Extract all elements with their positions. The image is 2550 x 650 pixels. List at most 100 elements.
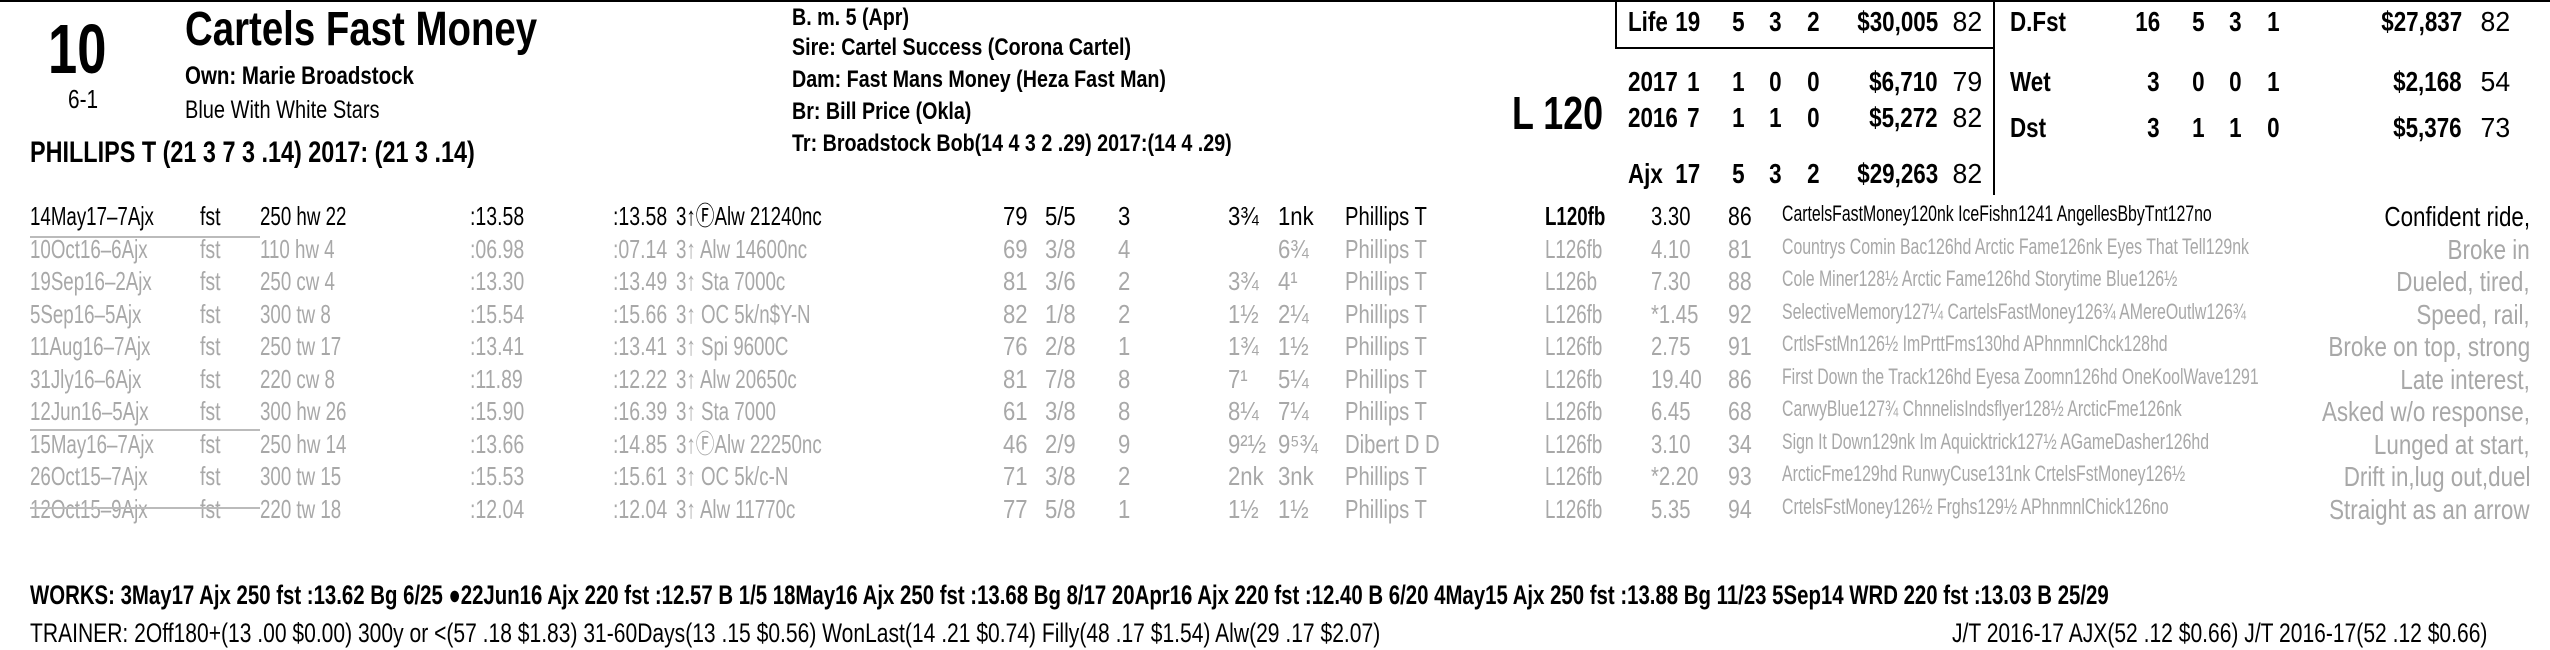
morning-line-odds: 6-1: [68, 84, 99, 114]
race-date: 12Jun16–5Ajx: [30, 396, 149, 426]
weight-equipment: L126fb: [1545, 493, 1603, 524]
stat-wins: 1: [1732, 66, 1745, 97]
weight-equipment: L126fb: [1545, 428, 1603, 459]
stat-starts: 19: [1675, 6, 1700, 37]
race-class: 3↑ⒻAlw 21240nc: [676, 201, 822, 231]
stat-starts: 1: [1687, 66, 1700, 97]
stat-wins: 5: [1732, 6, 1745, 37]
track-condition: fst: [200, 363, 221, 394]
race-date: 15May16–7Ajx: [30, 428, 154, 459]
jockey-name: Phillips T: [1345, 331, 1427, 361]
finish-position: 6¾: [1278, 233, 1309, 264]
stat-earnings: $5,376: [2393, 112, 2462, 143]
comment: Drift in,lug out,duel: [2343, 461, 2530, 492]
call-position: 3¾: [1228, 201, 1259, 231]
track-condition: fst: [200, 201, 221, 231]
speed-rating: 68: [1728, 396, 1752, 426]
breeder: Br: Bill Price (Okla): [792, 98, 972, 125]
distance-wind: 300 tw 15: [260, 461, 342, 491]
stat-label: Wet: [2010, 66, 2051, 97]
fraction-1: :12.04: [470, 493, 525, 524]
fraction-2: :13.41: [613, 331, 668, 361]
post-position: 2/9: [1045, 428, 1076, 459]
start-position: 1: [1118, 331, 1131, 361]
race-class: 3↑ Sta 7000c: [676, 266, 786, 296]
comment: Broke in: [2447, 233, 2530, 265]
company-line: Sign It Down129nk Im Aquicktrick127½ AGa…: [1782, 428, 2210, 454]
stat-starts: 16: [2135, 6, 2160, 37]
stat-starts: 3: [2147, 66, 2160, 97]
fraction-2: :13.49: [613, 266, 668, 296]
finish-position: 2¼: [1278, 298, 1309, 329]
jockey-name: Phillips T: [1345, 298, 1427, 329]
call-position: 3¾: [1228, 266, 1259, 296]
fraction-1: :15.90: [470, 396, 525, 426]
speed-index: 77: [1003, 493, 1028, 524]
stats-divider: [1993, 0, 1995, 195]
distance-wind: 250 hw 14: [260, 428, 347, 459]
distance-wind: 250 tw 17: [260, 331, 342, 361]
company-line: CrtlsFstMn126½ ImPrttFms130hd APhnmnlChc…: [1782, 331, 2168, 356]
speed-index: 76: [1003, 331, 1028, 361]
odds: *1.45: [1651, 298, 1699, 329]
stat-speed: 82: [2480, 6, 2510, 37]
finish-position: 1½: [1278, 331, 1309, 361]
jockey-name: Phillips T: [1345, 396, 1427, 426]
fraction-2: :16.39: [613, 396, 668, 426]
owner: Own: Marie Broadstock: [185, 62, 414, 90]
company-line: Countrys Comin Bac126hd Arctic Fame126nk…: [1782, 233, 2249, 259]
weight-equipment: L126fb: [1545, 461, 1603, 491]
fraction-2: :12.04: [613, 493, 668, 524]
call-position: 1½: [1228, 298, 1259, 329]
stats-divider-left: [1615, 0, 1617, 48]
race-date: 10Oct16–6Ajx: [30, 233, 148, 264]
call-position: 8¼: [1228, 396, 1259, 426]
speed-index: 81: [1003, 266, 1028, 296]
speed-index: 79: [1003, 201, 1028, 231]
post-position: 5/8: [1045, 493, 1076, 524]
jockey-name: Phillips T: [1345, 363, 1427, 394]
race-class: 3↑ Alw 20650c: [676, 363, 797, 394]
call-position: 7¹: [1228, 363, 1248, 394]
stat-shows: 1: [2267, 6, 2280, 37]
post-position: 2/8: [1045, 331, 1076, 361]
trainer: Tr: Broadstock Bob(14 4 3 2 .29) 2017:(1…: [792, 130, 1232, 157]
fraction-1: :11.89: [470, 363, 523, 394]
weight-equipment: L126b: [1545, 266, 1598, 296]
company-line: Cole Miner128½ Arctic Fame126hd Storytim…: [1782, 266, 2178, 291]
stat-starts: 7: [1687, 102, 1700, 133]
jockey-name: Phillips T: [1345, 493, 1427, 524]
start-position: 8: [1118, 363, 1131, 394]
stat-speed: 82: [1952, 102, 1982, 133]
pp-separator: [30, 236, 260, 238]
fraction-1: :15.54: [470, 298, 525, 329]
distance-wind: 220 tw 18: [260, 493, 342, 524]
start-position: 1: [1118, 493, 1131, 524]
speed-rating: 86: [1728, 363, 1752, 394]
comment: Speed, rail,: [2416, 298, 2530, 330]
weight-equipment: L126fb: [1545, 331, 1603, 361]
race-date: 11Aug16–7Ajx: [30, 331, 151, 361]
track-condition: fst: [200, 298, 221, 329]
stat-speed: 73: [2480, 112, 2510, 143]
finish-position: 1½: [1278, 493, 1309, 524]
weight-equipment: L126fb: [1545, 396, 1603, 426]
jockey-name: Phillips T: [1345, 461, 1427, 491]
workouts: WORKS: 3May17 Ajx 250 fst :13.62 Bg 6/25…: [30, 580, 2109, 610]
speed-rating: 88: [1728, 266, 1752, 296]
odds: 2.75: [1651, 331, 1691, 361]
finish-position: 9⁵¾: [1278, 428, 1318, 459]
speed-rating: 94: [1728, 493, 1752, 524]
stat-places: 0: [2229, 66, 2242, 97]
company-line: ArcticFme129hd RunwyCuse131nk CrtelsFstM…: [1782, 461, 2186, 486]
start-position: 2: [1118, 298, 1131, 329]
weight-equipment: L126fb: [1545, 298, 1603, 329]
comment: Dueled, tired,: [2396, 266, 2530, 297]
speed-index: 81: [1003, 363, 1028, 394]
start-position: 2: [1118, 266, 1131, 296]
distance-wind: 110 hw 4: [260, 233, 335, 264]
pp-separator: [30, 429, 260, 431]
fraction-1: :13.30: [470, 266, 525, 296]
stat-shows: 2: [1807, 6, 1820, 37]
track-condition: fst: [200, 331, 221, 361]
